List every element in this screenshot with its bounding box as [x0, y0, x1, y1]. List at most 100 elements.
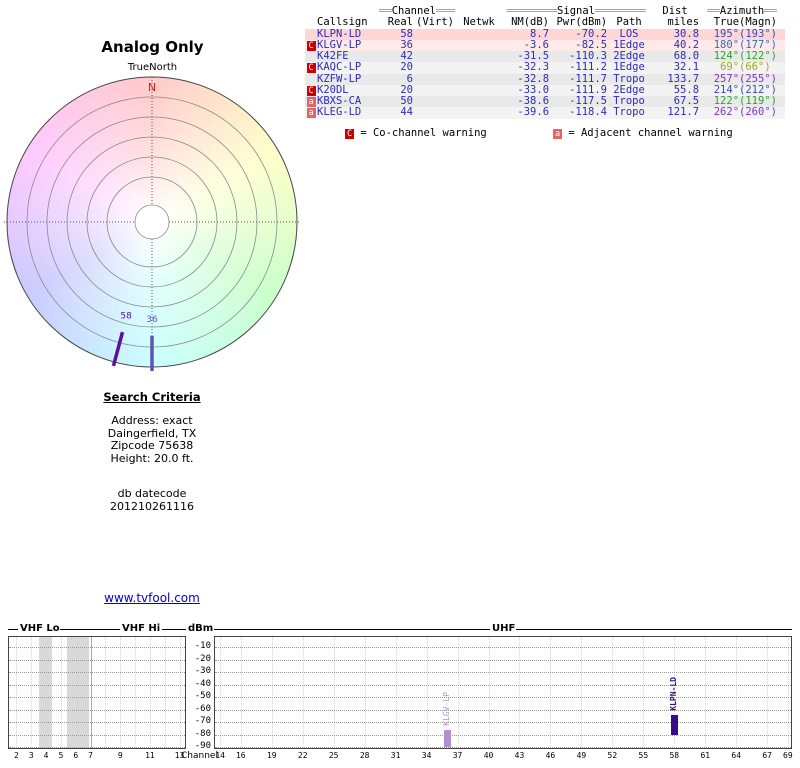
cell-real: 20 — [400, 83, 413, 96]
channel-gridline — [149, 637, 151, 748]
cell-netwk — [457, 40, 501, 51]
station-row-k42fe: K42FE 42 -31.5 -110.3 2Edge 68.0 124° (122°) — [305, 50, 786, 63]
cell-path: 1Edge — [613, 61, 645, 74]
channel-gridline — [16, 637, 18, 748]
north-label: N — [147, 81, 157, 94]
search-criteria-heading: Search Criteria — [103, 390, 201, 404]
cell-pwr: -111.9 — [569, 83, 608, 96]
dbm-tick: -50 — [194, 691, 211, 701]
channel-gridline — [90, 637, 92, 748]
signal-bar-klpn-ld — [671, 714, 679, 735]
cell-virt — [413, 51, 457, 62]
cell-callsign: K20DL — [317, 83, 349, 96]
cell-magn: (255°) — [739, 72, 777, 85]
cell-miles: 121.7 — [667, 106, 700, 119]
dbm-gridline — [215, 659, 791, 661]
cell-warn: C — [305, 40, 317, 51]
cochannel-warning-badge: C — [345, 129, 354, 139]
station-row-klpn-ld: KLPN-LD 58 8.7 -70.2 LOS 30.8 195° (193°) — [305, 27, 786, 40]
cell-miles: 30.8 — [673, 27, 700, 40]
cell-callsign: KZFW-LP — [317, 72, 362, 85]
dbm-tick: -30 — [194, 666, 211, 676]
db-datecode: db datecode 201210261116 — [52, 487, 252, 513]
dbm-gridline — [215, 722, 791, 723]
channel-gridline — [271, 637, 273, 748]
channel-tick: 52 — [607, 751, 618, 760]
station-azimuth-marks: 58 36 — [111, 312, 158, 371]
header-line — [8, 629, 18, 630]
dbm-gridline — [9, 709, 185, 711]
channel-gridline — [75, 637, 77, 748]
cell-path: 1Edge — [613, 38, 645, 51]
cell-real: 20 — [400, 61, 413, 74]
cochannel-legend-text: = Co-channel warning — [360, 127, 487, 139]
cochannel-warning-badge: C — [306, 85, 316, 96]
dbm-gridline — [9, 684, 185, 686]
cell-magn: (119°) — [739, 95, 777, 107]
dbm-gridline — [9, 747, 185, 748]
station-row-k20dl: C K20DL 20 -33.0 -111.9 2Edge 55.8 214° (212°) — [305, 83, 786, 96]
channel-gridline — [488, 637, 490, 748]
channel-gridline — [31, 637, 33, 748]
page-title: Analog Only — [101, 38, 204, 56]
cell-nm: -33.0 — [517, 83, 550, 96]
channel-tick: 13 — [174, 751, 185, 760]
col-true: True — [713, 16, 740, 29]
search-criteria-address: Address: exact — [111, 414, 193, 427]
header-line — [516, 629, 792, 630]
channel-tick: 49 — [576, 751, 587, 760]
cell-warn — [305, 51, 317, 62]
col-pwr: Pwr(dBm) — [556, 16, 608, 29]
cell-pwr: -111.7 — [569, 72, 608, 85]
station-row-kleg-ld: a KLEG-LD 44 -39.6 -118.4 Tropo 121.7 262° (260°… — [305, 106, 786, 119]
channel-tick: 25 — [328, 751, 339, 760]
station-row-kzfw-lp: KZFW-LP 6 -32.8 -111.7 Tropo 133.7 257° (255°) — [305, 72, 786, 85]
cell-nm: 8.7 — [530, 27, 550, 40]
cell-magn: (193°) — [739, 27, 777, 40]
cell-magn: (177°) — [739, 38, 777, 51]
signal-label-klpn-ld: KLPN-LD — [669, 677, 679, 711]
vhf-plot-area — [8, 636, 186, 749]
cell-pwr: -70.2 — [575, 27, 608, 40]
channel-tick: 5 — [58, 751, 64, 760]
dbm-gridline — [9, 697, 185, 698]
channel-gridline — [179, 637, 181, 748]
cell-virt — [413, 96, 457, 107]
channel-tick: 19 — [266, 751, 277, 760]
signal-bar-klgv-lp — [444, 730, 452, 747]
cell-netwk — [457, 74, 501, 85]
cell-true: 69° — [720, 61, 740, 74]
channel-tick: 22 — [297, 751, 308, 760]
cochannel-warning-badge: C — [306, 40, 316, 51]
channel-tick: 37 — [452, 751, 463, 760]
cell-callsign: K42FE — [317, 50, 349, 62]
channel-tick: 9 — [117, 751, 123, 760]
header-deco: ══ — [707, 5, 720, 17]
adjacent-warning-badge: a — [306, 97, 316, 107]
azimuth-mark-label-58: 58 — [120, 312, 132, 322]
search-criteria-height: Height: 20.0 ft. — [110, 451, 194, 465]
search-criteria-zipcode: Zipcode 75638 — [110, 439, 194, 452]
cell-warn: C — [305, 85, 317, 96]
header-deco: ═══ — [435, 5, 455, 17]
adjacent-warning-badge: a — [553, 129, 562, 139]
cell-miles: 67.5 — [673, 95, 700, 107]
dbm-tick: -90 — [194, 741, 211, 751]
cell-callsign: KLPN-LD — [317, 27, 362, 40]
dbm-gridline — [9, 647, 185, 648]
channel-gridline — [105, 637, 107, 748]
col-magn: (Magn) — [739, 16, 777, 29]
db-datecode-label: db datecode — [117, 487, 187, 500]
header-deco: ══ — [764, 5, 777, 17]
adjacent-legend-text: = Adjacent channel warning — [568, 127, 733, 139]
channel-gridline — [787, 637, 789, 748]
channel-gridline — [364, 637, 366, 748]
azimuth-group-label: Azimuth — [719, 5, 765, 17]
cell-true: 124° — [713, 50, 740, 62]
channel-tick: 43 — [514, 751, 525, 760]
tvfool-link[interactable]: www.tvfool.com — [104, 591, 200, 605]
cell-pwr: -110.3 — [569, 50, 608, 62]
header-deco: ════════ — [594, 5, 646, 17]
header-group-row: ══Channel═══ ════════Signal════════ Dist… — [305, 5, 785, 17]
channel-tick: 58 — [669, 751, 680, 760]
